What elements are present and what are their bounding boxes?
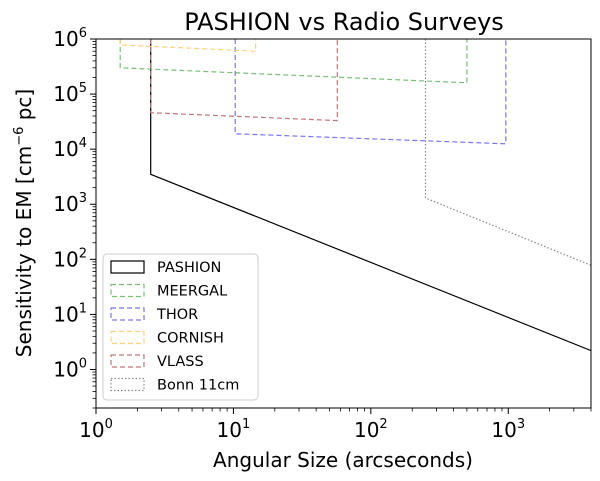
series-line-pashion — [150, 39, 591, 352]
y-tick-label: 100 — [53, 356, 87, 381]
legend-swatch — [110, 377, 145, 392]
x-tick-label: 102 — [354, 417, 388, 442]
legend-swatch — [110, 307, 145, 321]
series-line-meergal — [119, 39, 468, 84]
chart-title: PASHION vs Radio Surveys — [184, 8, 504, 36]
y-tick-label: 102 — [53, 246, 87, 271]
legend-label: VLASS — [157, 354, 204, 370]
y-tick-label: 101 — [53, 301, 87, 326]
legend-label: MEERGAL — [157, 284, 227, 300]
y-axis-label-main: Sensitivity to EM [cm — [12, 146, 36, 357]
y-tick-label: 106 — [53, 26, 87, 51]
legend-label: CORNISH — [157, 331, 224, 347]
legend-label: THOR — [156, 307, 198, 323]
y-tick-label: 103 — [53, 191, 87, 216]
plot-frame — [95, 38, 592, 409]
legend-frame — [102, 253, 259, 401]
legend-swatch — [110, 330, 145, 345]
legend-swatch — [110, 260, 145, 274]
x-axis-label: Angular Size (arcseconds) — [213, 448, 473, 472]
series-line-thor — [234, 39, 507, 145]
x-tick-label: 103 — [491, 417, 525, 442]
y-axis: 100 101 102 103 104 105 106 — [53, 26, 96, 409]
x-tick-label: 100 — [79, 417, 113, 442]
legend-label: Bonn 11cm — [157, 378, 239, 394]
y-axis-label-units: pc] — [12, 89, 36, 127]
legend: PASHION MEERGAL THOR CORNISH VLASS Bonn 11cm — [102, 253, 259, 401]
y-axis-label: Sensitivity to EM [cm−6 pc] — [12, 89, 36, 357]
legend-label: PASHION — [157, 260, 221, 276]
series-line-cornish — [119, 39, 257, 52]
y-tick-label: 104 — [53, 136, 87, 161]
legend-swatch — [110, 354, 145, 368]
x-axis: 100 101 102 103 — [79, 408, 592, 442]
x-tick-label: 101 — [217, 417, 251, 442]
series-line-vlass — [150, 39, 338, 122]
legend-swatch — [110, 283, 145, 298]
plot-area — [95, 38, 592, 409]
y-axis-label-exponent: −6 — [12, 127, 27, 146]
y-tick-label: 105 — [53, 81, 87, 106]
series-line-bonn-11cm — [424, 39, 591, 266]
